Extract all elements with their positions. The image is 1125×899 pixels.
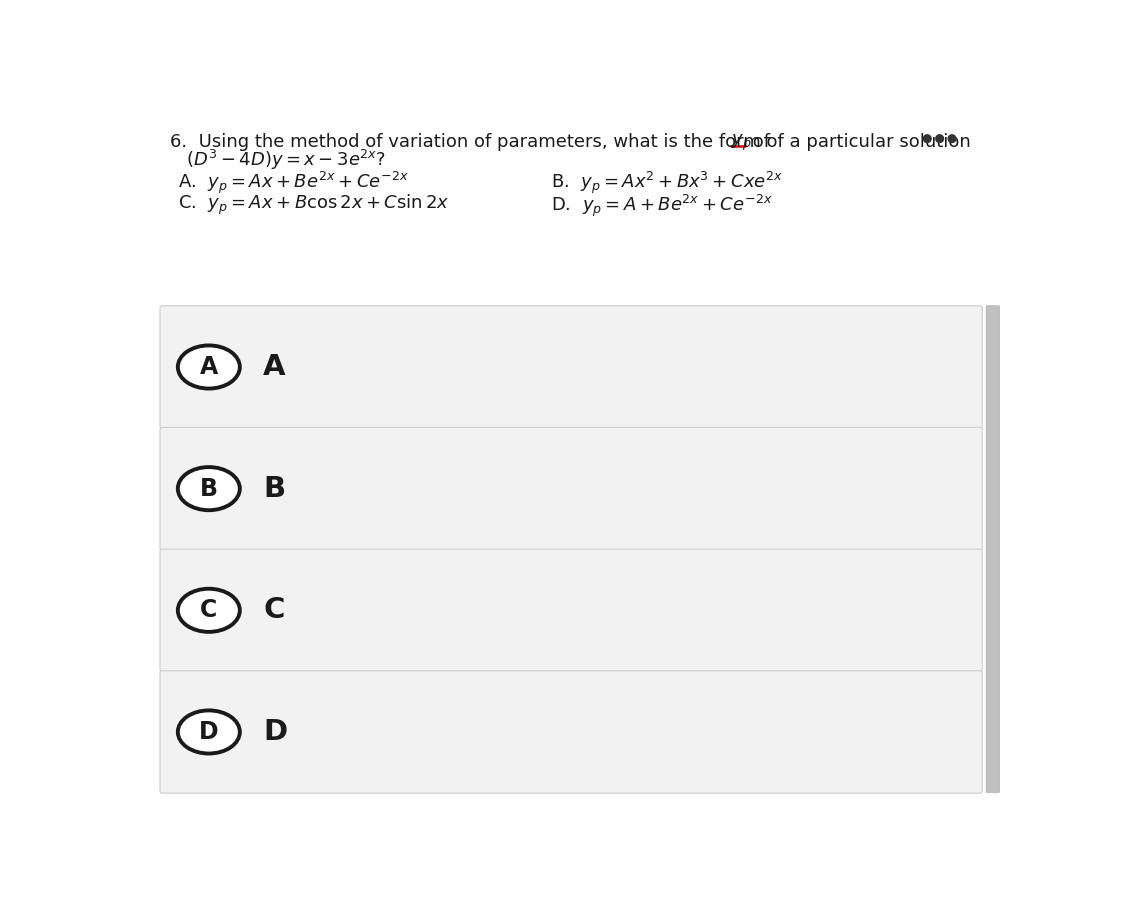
Text: C: C [263,596,285,624]
Text: C: C [200,599,217,622]
Ellipse shape [178,345,240,388]
FancyBboxPatch shape [160,306,982,428]
FancyBboxPatch shape [987,306,999,792]
Text: $(D^3-4D)y=x-3e^{2x}$?: $(D^3-4D)y=x-3e^{2x}$? [186,148,386,172]
Text: C.  $\mathit{y}_p = Ax + B\cos 2x + C\sin 2x$: C. $\mathit{y}_p = Ax + B\cos 2x + C\sin… [178,192,449,217]
Text: 6.  Using the method of variation of parameters, what is the form of a particula: 6. Using the method of variation of para… [170,132,976,150]
Ellipse shape [178,589,240,632]
Text: A.  $\mathit{y}_p = Ax + Be^{2x} + Ce^{-2x}$: A. $\mathit{y}_p = Ax + Be^{2x} + Ce^{-2… [178,170,408,196]
Circle shape [948,135,956,143]
Text: D.  $\mathit{y}_p = A + Be^{2x} + Ce^{-2x}$: D. $\mathit{y}_p = A + Be^{2x} + Ce^{-2x… [551,192,773,218]
FancyBboxPatch shape [160,671,982,793]
Text: D: D [199,720,218,744]
Ellipse shape [178,710,240,753]
FancyBboxPatch shape [160,549,982,672]
Text: A: A [200,355,218,379]
FancyBboxPatch shape [160,427,982,550]
Text: D: D [263,718,287,746]
Ellipse shape [178,467,240,511]
Circle shape [924,135,932,143]
Circle shape [936,135,944,143]
Text: B: B [263,475,286,503]
Text: $\mathit{y_p}$: $\mathit{y_p}$ [731,132,752,153]
Text: A: A [263,353,286,381]
Text: B: B [200,476,218,501]
Text: of: of [747,132,770,150]
Text: B.  $\mathit{y}_p = Ax^2 + Bx^3 + Cxe^{2x}$: B. $\mathit{y}_p = Ax^2 + Bx^3 + Cxe^{2x… [551,170,784,196]
